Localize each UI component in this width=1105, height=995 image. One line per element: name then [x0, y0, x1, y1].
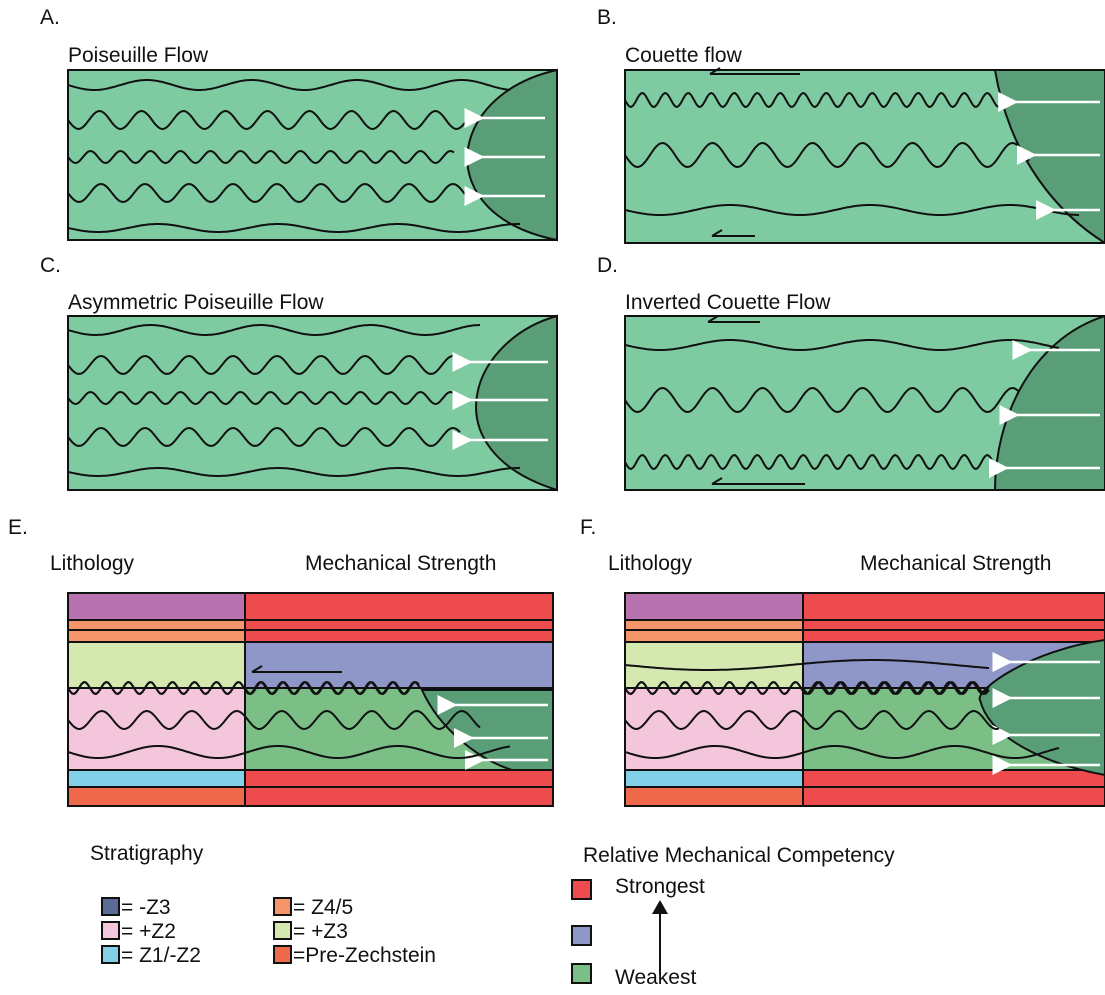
- lithology-layer: [68, 620, 245, 630]
- swatch: [102, 922, 119, 939]
- legend-title: Stratigraphy: [90, 842, 204, 865]
- swatch: [572, 926, 591, 945]
- swatch: [274, 946, 291, 963]
- panel-letter: A.: [40, 6, 60, 29]
- legend-label: Strongest: [615, 875, 705, 898]
- lithology-layer: [625, 630, 803, 642]
- strat-legend: = -Z3 = +Z2 = Z1/-Z2 = Z4/5 = +Z3 =Pre-Z…: [102, 896, 436, 967]
- legend-label: = Z1/-Z2: [121, 944, 201, 967]
- lithology-layer: [625, 770, 803, 787]
- swatch: [274, 898, 291, 915]
- competency-legend: Strongest Weakest: [572, 875, 705, 989]
- strength-layer: [803, 770, 1105, 787]
- panel-letter: E.: [8, 516, 28, 539]
- panels: [68, 70, 1105, 490]
- lithology-layer: [625, 593, 803, 620]
- swatch: [102, 946, 119, 963]
- strength-layer: [245, 593, 553, 620]
- panel-title: Mechanical Strength: [305, 552, 496, 575]
- panel-title: Mechanical Strength: [860, 552, 1051, 575]
- panel-title: Asymmetric Poiseuille Flow: [68, 291, 324, 314]
- strength-layer: [245, 787, 553, 806]
- lithology-layer: [68, 787, 245, 806]
- figure: A. Poiseuille Flow B. Couette flow C. As…: [0, 0, 1105, 990]
- legend-label: = +Z3: [293, 920, 348, 943]
- swatch: [572, 964, 591, 983]
- panel-title: Lithology: [50, 552, 135, 575]
- lithology-layer: [625, 620, 803, 630]
- lithology-layer: [68, 630, 245, 642]
- panel-letter: F.: [580, 516, 596, 539]
- strength-layer: [803, 593, 1105, 620]
- panel-title: Inverted Couette Flow: [625, 291, 831, 314]
- panel-letter: B.: [597, 6, 617, 29]
- strength-layer: [245, 770, 553, 787]
- panel-title: Lithology: [608, 552, 693, 575]
- lithology-layer: [625, 642, 803, 688]
- panel-title: Poiseuille Flow: [68, 44, 209, 67]
- legend-title: Relative Mechanical Competency: [583, 844, 895, 867]
- lithology-layer: [625, 787, 803, 806]
- legend-label: Weakest: [615, 966, 696, 989]
- legend-label: = +Z2: [121, 920, 176, 943]
- strength-layer: [245, 620, 553, 630]
- arrow-head: [652, 900, 668, 914]
- strength-layer: [803, 630, 1105, 642]
- strength-layer: [245, 642, 553, 688]
- lithology-layer: [68, 593, 245, 620]
- strength-layer: [803, 787, 1105, 806]
- strength-layer: [803, 620, 1105, 630]
- lithology-layer: [68, 642, 245, 688]
- legend-label: =Pre-Zechstein: [293, 944, 436, 967]
- swatch: [102, 898, 119, 915]
- legend-label: = -Z3: [121, 896, 171, 919]
- legend-label: = Z4/5: [293, 896, 353, 919]
- strata: [68, 593, 1105, 806]
- strength-layer: [245, 630, 553, 642]
- lithology-layer: [68, 770, 245, 787]
- swatch: [274, 922, 291, 939]
- panel-letter: C.: [40, 254, 61, 277]
- panel-letter: D.: [597, 254, 618, 277]
- swatch: [572, 880, 591, 899]
- panel-title: Couette flow: [625, 44, 743, 67]
